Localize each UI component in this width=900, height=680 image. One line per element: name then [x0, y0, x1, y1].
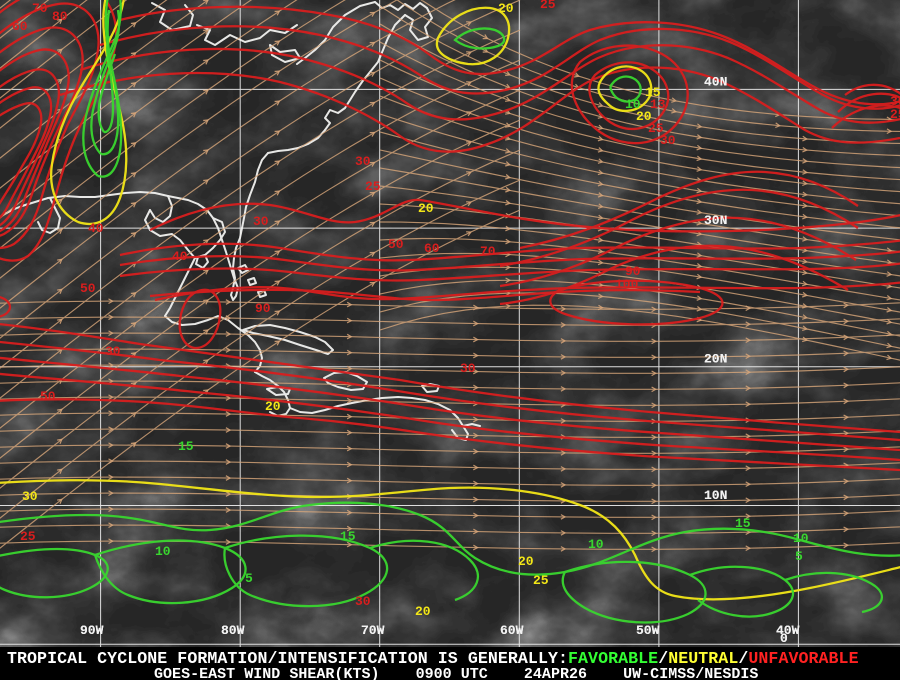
svg-text:25: 25 — [365, 179, 381, 194]
svg-text:20: 20 — [418, 201, 434, 216]
svg-text:25: 25 — [890, 107, 900, 122]
svg-text:50: 50 — [388, 237, 404, 252]
svg-text:5: 5 — [245, 571, 253, 586]
svg-text:5: 5 — [795, 549, 803, 564]
svg-text:100: 100 — [615, 277, 639, 292]
svg-text:90: 90 — [255, 301, 271, 316]
svg-text:30: 30 — [660, 133, 676, 148]
svg-text:40: 40 — [88, 221, 104, 236]
svg-text:10: 10 — [155, 544, 171, 559]
svg-text:20: 20 — [265, 399, 281, 414]
svg-text:10N: 10N — [704, 488, 727, 503]
svg-text:30: 30 — [355, 154, 371, 169]
svg-text:30: 30 — [460, 361, 476, 376]
svg-text:20: 20 — [518, 554, 534, 569]
svg-text:80W: 80W — [221, 623, 245, 638]
svg-text:30: 30 — [22, 489, 38, 504]
svg-text:30: 30 — [105, 344, 121, 359]
svg-text:30N: 30N — [704, 213, 727, 228]
svg-text:15: 15 — [178, 439, 194, 454]
svg-text:13: 13 — [650, 97, 666, 112]
svg-text:60: 60 — [424, 241, 440, 256]
svg-text:60: 60 — [12, 19, 28, 34]
svg-text:70W: 70W — [361, 623, 385, 638]
svg-text:40N: 40N — [704, 75, 727, 90]
svg-text:80: 80 — [52, 9, 68, 24]
svg-text:30: 30 — [355, 594, 371, 609]
svg-text:10: 10 — [588, 537, 604, 552]
svg-text:90W: 90W — [80, 623, 104, 638]
svg-text:20N: 20N — [704, 352, 727, 367]
svg-text:60W: 60W — [500, 623, 524, 638]
svg-text:15: 15 — [340, 529, 356, 544]
svg-text:20: 20 — [415, 604, 431, 619]
svg-text:50: 50 — [80, 281, 96, 296]
svg-text:70: 70 — [32, 1, 48, 16]
svg-text:25: 25 — [20, 529, 36, 544]
svg-text:50: 50 — [40, 389, 56, 404]
svg-text:10: 10 — [793, 531, 809, 546]
svg-text:25: 25 — [533, 573, 549, 588]
svg-text:40: 40 — [172, 249, 188, 264]
svg-text:40W: 40W — [776, 623, 800, 638]
svg-text:70: 70 — [480, 244, 496, 259]
svg-text:20: 20 — [498, 1, 514, 16]
svg-text:30: 30 — [253, 214, 269, 229]
svg-text:25: 25 — [540, 0, 556, 12]
svg-text:50W: 50W — [636, 623, 660, 638]
svg-text:15: 15 — [735, 516, 751, 531]
